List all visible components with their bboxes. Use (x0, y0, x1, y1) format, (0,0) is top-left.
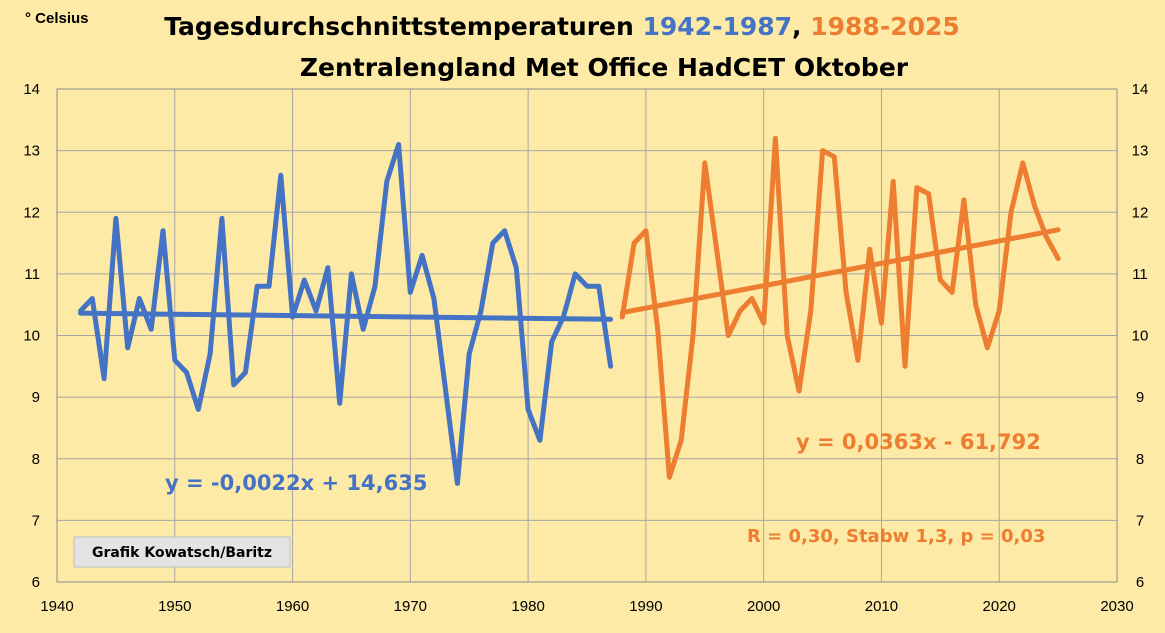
y-tick-label-right-10: 10 (1132, 328, 1149, 345)
chart-title-line2: Zentralengland Met Office HadCET Oktober (300, 53, 909, 82)
x-axis: 1940 1950 1960 1970 1980 1990 2000 2010 2020 2030 (40, 598, 1133, 615)
x-tick-label-2030: 2030 (1100, 598, 1133, 615)
y-tick-label-left-7: 7 (32, 512, 40, 529)
title-range-1942-1987: 1942-1987 (642, 12, 792, 41)
credit-box-background (73, 536, 291, 568)
trend-equation-1942-1987: y = -0,0022x + 14,635 (165, 471, 427, 495)
y-tick-label-left-6: 6 (32, 574, 40, 591)
y-tick-label-left-10: 10 (23, 328, 40, 345)
y-tick-label-left-11: 11 (24, 266, 40, 283)
y-tick-label-right-6: 6 (1136, 574, 1144, 591)
title-range-1988-2025: 1988-2025 (810, 12, 960, 41)
series-line-2 (619, 135, 1061, 480)
trend-line-2 (619, 227, 1061, 316)
title-prefix: Tagesdurchschnittstemperaturen (164, 12, 642, 41)
x-tick-label-1940: 1940 (40, 598, 73, 615)
y-axis-left: 6 7 8 9 10 11 12 13 14 (23, 81, 40, 591)
x-tick-label-2020: 2020 (983, 598, 1016, 615)
x-tick-label-2010: 2010 (865, 598, 898, 615)
y-tick-label-left-14: 14 (23, 81, 40, 98)
y-tick-label-right-14: 14 (1132, 81, 1149, 98)
y-tick-label-left-8: 8 (32, 451, 40, 468)
grid (57, 89, 1117, 582)
y-tick-label-right-7: 7 (1136, 512, 1144, 529)
x-tick-label-1970: 1970 (394, 598, 427, 615)
trend-line-1 (78, 310, 614, 322)
series-line-1 (78, 142, 614, 486)
x-tick-label-1980: 1980 (511, 598, 544, 615)
y-tick-label-left-9: 9 (32, 389, 40, 406)
chart-title-line1: Tagesdurchschnittstemperaturen 1942-1987… (164, 12, 960, 41)
x-tick-label-1950: 1950 (158, 598, 191, 615)
y-tick-label-right-9: 9 (1136, 389, 1144, 406)
y-axis-right: 6 7 8 9 10 11 12 13 14 (1132, 81, 1149, 591)
credit-text: Grafik Kowatsch/Baritz (92, 545, 272, 561)
y-tick-label-left-13: 13 (23, 143, 40, 160)
y-tick-label-right-13: 13 (1132, 143, 1149, 160)
x-tick-label-1990: 1990 (629, 598, 662, 615)
x-tick-label-1960: 1960 (276, 598, 309, 615)
stats-label: R = 0,30, Stabw 1,3, p = 0,03 (747, 526, 1045, 547)
y-tick-label-right-12: 12 (1132, 204, 1149, 221)
trend-equation-1988-2025: y = 0,0363x - 61,792 (796, 430, 1041, 454)
y-tick-label-right-8: 8 (1136, 451, 1144, 468)
title-separator: , (792, 12, 810, 41)
credit-box: Grafik Kowatsch/Baritz (73, 536, 291, 568)
x-tick-label-2000: 2000 (747, 598, 780, 615)
trend-lines (78, 227, 1061, 322)
series-lines (78, 135, 1061, 486)
y-tick-label-right-11: 11 (1132, 266, 1148, 283)
plot-area-border (56, 88, 1118, 583)
y-tick-label-left-12: 12 (23, 204, 40, 221)
unit-label: ° Celsius (25, 10, 89, 27)
